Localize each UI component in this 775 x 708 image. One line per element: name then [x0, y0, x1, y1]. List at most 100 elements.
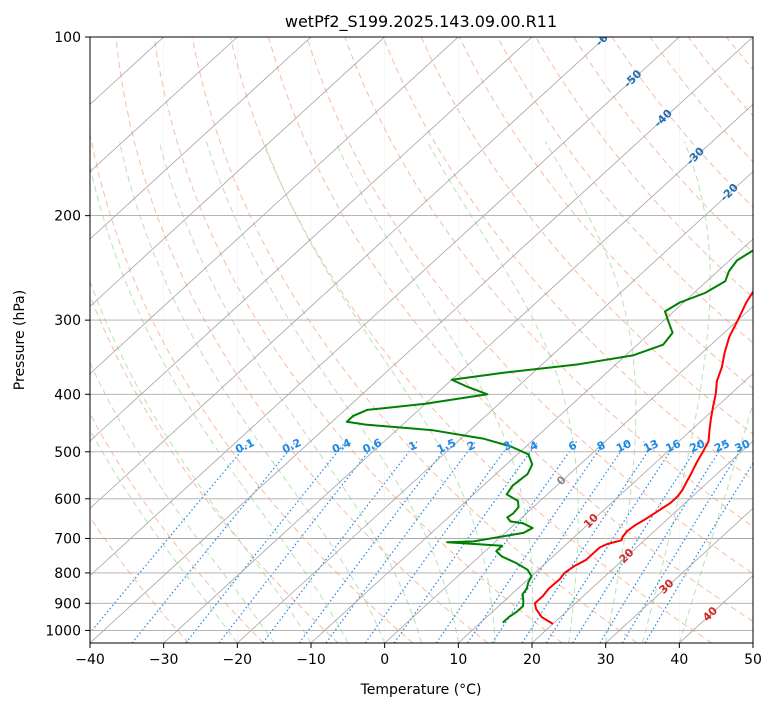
dry-adiabat-line [611, 37, 753, 208]
isotherm-label: -10 [753, 216, 775, 239]
y-tick-label: 500 [54, 445, 81, 461]
mixing-ratio-label: 30 [733, 437, 753, 455]
isotherm-line [310, 238, 753, 643]
mixing-ratio-line [599, 440, 727, 643]
mixing-ratio-line [572, 440, 702, 643]
mixing-ratio-label: 16 [664, 437, 684, 455]
data-series [345, 249, 753, 625]
y-tick-label: 100 [54, 30, 81, 46]
dewpoint-profile-line [345, 249, 753, 624]
x-tick-label: 20 [523, 652, 541, 668]
isotherm-line [90, 37, 312, 240]
dry-adiabat-line [420, 37, 753, 435]
y-axis-title: Pressure (hPa) [12, 290, 28, 390]
mixing-ratio-line [90, 440, 251, 634]
isotherm-line [605, 507, 753, 643]
x-tick-label: −10 [296, 652, 326, 668]
isotherm-line [90, 37, 533, 442]
isotherm-line [90, 37, 459, 375]
dry-adiabat-line [687, 37, 753, 117]
mixing-ratio-line [131, 440, 297, 643]
mixing-ratio-label: 1.5 [435, 436, 458, 456]
mixing-ratio-label: 36 [754, 437, 774, 455]
dry-adiabat-line [496, 37, 753, 344]
mixing-ratio-label: 10 [614, 437, 634, 455]
mixing-ratio-label: 25 [712, 437, 731, 455]
mixing-ratio-line [466, 440, 606, 643]
isotherm-line [90, 37, 238, 173]
isotherm-line [90, 37, 385, 307]
moist-adiabat-line [678, 401, 753, 643]
dry-adiabat-line [765, 37, 775, 643]
x-tick-label: −30 [149, 652, 179, 668]
line-labels: -100-90-80-70-60-50-40-30-20-10010203040… [233, 0, 775, 624]
y-tick-label: 200 [54, 209, 81, 225]
isotherm-line [458, 373, 753, 643]
moist-adiabat-line [426, 141, 579, 643]
x-tick-label: 30 [597, 652, 615, 668]
dry-adiabat-line [268, 37, 753, 623]
dry-adiabat-line [90, 412, 264, 643]
temperature-profile-line [533, 289, 753, 625]
dry-adiabat-line [191, 37, 638, 643]
x-tick-label: −40 [75, 652, 105, 668]
moist-adiabat-line [263, 141, 496, 643]
isotherm-line [237, 171, 753, 643]
y-tick-label: 700 [54, 532, 81, 548]
mixing-ratio-line [325, 440, 476, 643]
background-lines [90, 37, 775, 643]
x-tick-label: −20 [223, 652, 253, 668]
isotherm-line [90, 37, 606, 509]
isotherm-line [384, 305, 753, 643]
y-tick-label: 900 [54, 596, 81, 612]
axes: −40 −30 −20 −10 0 10 20 30 40 50 100 200 300 400 500 60… [45, 30, 762, 668]
dry-adiabat-line [115, 37, 488, 643]
mixing-ratio-label: 0.4 [330, 436, 353, 456]
dry-adiabat-line [649, 37, 753, 163]
y-tick-label: 400 [54, 387, 81, 403]
dry-adiabat-line [535, 37, 753, 299]
dry-adiabat-line [90, 516, 190, 643]
x-tick-label: 0 [380, 652, 389, 668]
y-tick-label: 300 [54, 313, 81, 329]
isotherm-line [90, 37, 680, 577]
moist-adiabat-line [90, 279, 312, 643]
mixing-ratio-label: 0.2 [280, 436, 303, 456]
moist-adiabat-line [335, 141, 534, 643]
mixing-ratio-label: 20 [688, 437, 708, 455]
dry-adiabat-line [458, 37, 753, 390]
mixing-ratio-line [185, 440, 347, 643]
dry-adiabat-line [726, 37, 753, 71]
dry-adiabat-line [90, 131, 414, 643]
dry-adiabat-line [573, 37, 753, 254]
dry-adiabat-line [306, 37, 753, 575]
dry-adiabat-line [153, 37, 563, 643]
mixing-ratio-line [435, 440, 578, 643]
isotherm-label: -70 [567, 0, 590, 6]
x-tick-label: 40 [670, 652, 688, 668]
y-tick-label: 1000 [45, 623, 81, 639]
mixing-ratio-line [521, 440, 656, 643]
y-tick-label: 600 [54, 492, 81, 508]
mixing-ratio-line [262, 440, 418, 643]
mixing-ratio-line [364, 440, 512, 643]
moist-adiabat-line [90, 429, 238, 643]
mixing-ratio-line [621, 440, 747, 643]
dry-adiabat-line [229, 37, 712, 643]
mixing-ratio-line [218, 440, 378, 643]
mixing-ratio-label: 0.1 [233, 436, 256, 456]
moist-adiabat-line [544, 141, 637, 643]
chart-title: wetPf2_S199.2025.143.09.00.R11 [285, 12, 557, 32]
mixing-ratio-line [491, 440, 629, 643]
x-axis-title: Temperature (°C) [360, 682, 482, 698]
isotherm-line [163, 103, 753, 643]
mixing-ratio-line [545, 440, 678, 643]
y-tick-label: 800 [54, 566, 81, 582]
x-tick-label: 50 [744, 652, 762, 668]
x-tick-label: 10 [449, 652, 467, 668]
dry-adiabat-line [382, 37, 753, 481]
isotherm-line [531, 440, 753, 643]
mixing-ratio-line [644, 462, 753, 643]
